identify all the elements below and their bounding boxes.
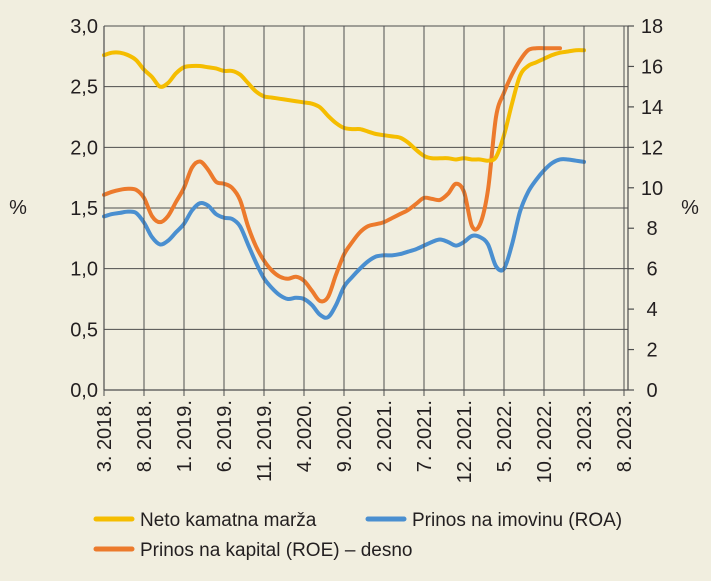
left-axis-unit-label: % bbox=[9, 197, 27, 219]
x-tick-label: 3. 2023. bbox=[574, 400, 596, 472]
legend-item: Neto kamatna marža bbox=[93, 510, 317, 531]
x-tick-label: 8. 2018. bbox=[134, 400, 156, 472]
x-tick-label: 7. 2021. bbox=[414, 400, 436, 472]
right-tick-label: 10 bbox=[641, 178, 663, 200]
x-tick-label: 10. 2022. bbox=[534, 400, 556, 483]
legend-label: Prinos na imovinu (ROA) bbox=[412, 510, 622, 531]
right-tick-label: 8 bbox=[646, 218, 657, 240]
x-tick-label: 4. 2020. bbox=[294, 400, 316, 472]
x-tick-label: 5. 2022. bbox=[494, 400, 516, 472]
grid-layer bbox=[104, 25, 628, 391]
legend: Neto kamatna marža Prinos na imovinu (ROA… bbox=[93, 510, 622, 561]
right-tick-label: 0 bbox=[646, 380, 657, 402]
right-tick-label: 2 bbox=[646, 340, 657, 362]
left-tick-label: 2,5 bbox=[70, 77, 98, 99]
left-tick-label: 0,0 bbox=[70, 380, 98, 402]
left-tick-label: 1,5 bbox=[70, 198, 98, 220]
x-tick-label: 12. 2021. bbox=[454, 400, 476, 483]
x-tick-label: 2. 2021. bbox=[374, 400, 396, 472]
x-tick-label: 11. 2019. bbox=[254, 400, 276, 482]
right-tick-label: 18 bbox=[641, 16, 663, 38]
right-tick-label: 6 bbox=[646, 259, 657, 281]
left-tick-label: 2,0 bbox=[70, 137, 98, 159]
x-tick-label: 9. 2020. bbox=[334, 400, 356, 472]
right-tick-label: 14 bbox=[641, 97, 663, 119]
legend-label: Neto kamatna marža bbox=[140, 510, 317, 531]
left-tick-label: 0,5 bbox=[70, 319, 98, 341]
x-tick-label: 3. 2018. bbox=[94, 400, 116, 472]
series-line-roe bbox=[102, 46, 562, 304]
right-tick-label: 12 bbox=[641, 137, 663, 159]
x-tick-label: 6. 2019. bbox=[214, 400, 236, 472]
axis-layer: 0,0 0,5 1,0 1,5 2,0 2,5 3,0 0 2 4 6 8 10 12 14 16 18 3. 2… bbox=[70, 16, 663, 483]
left-tick-label: 1,0 bbox=[70, 259, 98, 281]
right-tick-label: 4 bbox=[646, 299, 657, 321]
right-tick-label: 16 bbox=[641, 56, 663, 78]
legend-item: Prinos na kapital (ROE) – desno bbox=[93, 540, 412, 561]
legend-item: Prinos na imovinu (ROA) bbox=[365, 510, 622, 531]
left-tick-label: 3,0 bbox=[70, 16, 98, 38]
x-tick-label: 1. 2019. bbox=[174, 400, 196, 472]
legend-label: Prinos na kapital (ROE) – desno bbox=[140, 540, 412, 561]
right-axis-unit-label: % bbox=[681, 197, 699, 219]
x-tick-label: 8. 2023. bbox=[614, 400, 636, 472]
